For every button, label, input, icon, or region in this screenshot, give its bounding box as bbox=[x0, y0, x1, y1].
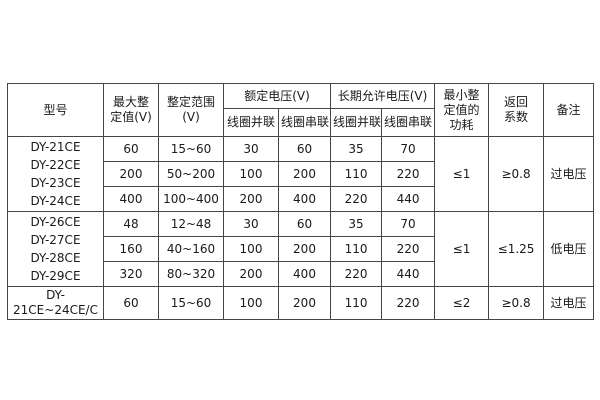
col-header-return-coefficient: 返回系数 bbox=[488, 83, 545, 137]
cell-rated-parallel: 200 bbox=[223, 261, 279, 287]
cell-longterm-series: 70 bbox=[381, 136, 436, 162]
cell-min-power-group-b: ≤1 bbox=[434, 211, 490, 287]
cell-remark-final: 过电压 bbox=[543, 286, 595, 320]
col-header-setting-range: 整定范围(V) bbox=[158, 83, 224, 137]
cell-setting-range: 12~48 bbox=[158, 211, 224, 237]
cell-longterm-series: 440 bbox=[381, 261, 436, 287]
cell-setting-range: 15~60 bbox=[158, 286, 224, 320]
model-name: DY-22CE bbox=[30, 158, 81, 172]
cell-rated-parallel: 100 bbox=[223, 286, 279, 320]
cell-longterm-parallel: 220 bbox=[330, 261, 383, 287]
cell-longterm-series: 440 bbox=[381, 186, 436, 212]
cell-rated-series: 200 bbox=[277, 161, 332, 187]
cell-rated-parallel: 30 bbox=[223, 211, 279, 237]
model-name: DY-23CE bbox=[30, 176, 81, 190]
subheader-rated-coil-parallel: 线圈并联 bbox=[223, 108, 279, 137]
cell-longterm-series: 220 bbox=[381, 236, 436, 262]
header-row-top: 型号 最大整定值(V) 整定范围(V) 额定电压(V) 长期允许电压(V) 最小… bbox=[7, 83, 595, 137]
cell-longterm-parallel: 35 bbox=[330, 211, 383, 237]
cell-rated-series: 200 bbox=[277, 236, 332, 262]
cell-rated-series: 400 bbox=[277, 186, 332, 212]
model-name: DY-28CE bbox=[30, 251, 81, 265]
col-header-max-setting-label: 最大整定值(V) bbox=[110, 95, 152, 124]
subheader-longterm-coil-series: 线圈串联 bbox=[381, 108, 436, 137]
cell-return-coef-group-a: ≥0.8 bbox=[488, 136, 545, 212]
model-name: DY-29CE bbox=[30, 269, 81, 283]
cell-return-coef-final: ≥0.8 bbox=[488, 286, 545, 320]
table-row: 400 100~400 200 400 220 440 bbox=[8, 186, 594, 212]
cell-max-setting: 160 bbox=[103, 236, 159, 262]
cell-max-setting: 48 bbox=[103, 211, 159, 237]
cell-max-setting: 60 bbox=[103, 136, 159, 162]
cell-max-setting: 320 bbox=[103, 261, 159, 287]
cell-longterm-parallel: 110 bbox=[330, 161, 383, 187]
cell-longterm-parallel: 35 bbox=[330, 136, 383, 162]
table-row: 160 40~160 100 200 110 220 bbox=[8, 236, 594, 262]
col-header-min-power: 最小整定值的功耗 bbox=[434, 83, 490, 137]
col-header-model: 型号 bbox=[7, 83, 104, 137]
cell-rated-series: 60 bbox=[277, 136, 332, 162]
cell-remark-group-b: 低电压 bbox=[543, 211, 595, 287]
col-header-max-setting: 最大整定值(V) bbox=[103, 83, 159, 137]
col-header-min-power-label: 最小整定值的功耗 bbox=[443, 87, 480, 132]
model-name: DY-26CE bbox=[30, 215, 81, 229]
cell-model-group-a: DY-21CE DY-22CE DY-23CE DY-24CE bbox=[7, 136, 104, 212]
cell-longterm-parallel: 110 bbox=[330, 236, 383, 262]
table-row: 200 50~200 100 200 110 220 bbox=[8, 161, 594, 187]
table-row: DY-26CE DY-27CE DY-28CE DY-29CE 48 12~48… bbox=[7, 211, 595, 287]
model-name: DY-27CE bbox=[30, 233, 81, 247]
col-header-remark: 备注 bbox=[543, 83, 595, 137]
header-row-sub: 线圈并联 线圈串联 线圈并联 线圈串联 bbox=[8, 108, 594, 137]
cell-longterm-series: 220 bbox=[381, 286, 436, 320]
model-name: DY-21CE bbox=[30, 140, 81, 154]
cell-longterm-parallel: 220 bbox=[330, 186, 383, 212]
cell-rated-series: 400 bbox=[277, 261, 332, 287]
cell-rated-series: 60 bbox=[277, 211, 332, 237]
cell-return-coef-group-b: ≤1.25 bbox=[488, 211, 545, 287]
cell-rated-parallel: 100 bbox=[223, 236, 279, 262]
group-header-long-term-voltage: 长期允许电压(V) bbox=[330, 83, 436, 109]
cell-model-group-b: DY-26CE DY-27CE DY-28CE DY-29CE bbox=[7, 211, 104, 287]
cell-setting-range: 50~200 bbox=[158, 161, 224, 187]
cell-rated-parallel: 30 bbox=[223, 136, 279, 162]
cell-setting-range: 40~160 bbox=[158, 236, 224, 262]
cell-min-power-final: ≤2 bbox=[434, 286, 490, 320]
table-row: DY-21CE~24CE/C 60 15~60 100 200 110 220 … bbox=[7, 286, 595, 320]
cell-min-power-group-a: ≤1 bbox=[434, 136, 490, 212]
table-row: 320 80~320 200 400 220 440 bbox=[8, 261, 594, 287]
col-header-return-coefficient-label: 返回系数 bbox=[504, 95, 529, 124]
cell-longterm-series: 70 bbox=[381, 211, 436, 237]
cell-setting-range: 15~60 bbox=[158, 136, 224, 162]
cell-rated-parallel: 200 bbox=[223, 186, 279, 212]
relay-spec-table: 型号 最大整定值(V) 整定范围(V) 额定电压(V) 长期允许电压(V) 最小… bbox=[7, 83, 595, 320]
cell-rated-series: 200 bbox=[277, 286, 332, 320]
cell-rated-parallel: 100 bbox=[223, 161, 279, 187]
cell-max-setting: 200 bbox=[103, 161, 159, 187]
group-header-rated-voltage: 额定电压(V) bbox=[222, 83, 332, 109]
cell-setting-range: 80~320 bbox=[158, 261, 224, 287]
cell-model-final: DY-21CE~24CE/C bbox=[7, 286, 104, 320]
subheader-longterm-coil-parallel: 线圈并联 bbox=[330, 108, 383, 137]
model-name: DY-24CE bbox=[30, 194, 81, 208]
cell-max-setting: 60 bbox=[103, 286, 159, 320]
cell-setting-range: 100~400 bbox=[158, 186, 224, 212]
cell-max-setting: 400 bbox=[103, 186, 159, 212]
table-row: DY-21CE DY-22CE DY-23CE DY-24CE 60 15~60… bbox=[7, 136, 595, 212]
cell-longterm-series: 220 bbox=[381, 161, 436, 187]
cell-remark-group-a: 过电压 bbox=[543, 136, 595, 212]
cell-longterm-parallel: 110 bbox=[330, 286, 383, 320]
subheader-rated-coil-series: 线圈串联 bbox=[277, 108, 332, 137]
